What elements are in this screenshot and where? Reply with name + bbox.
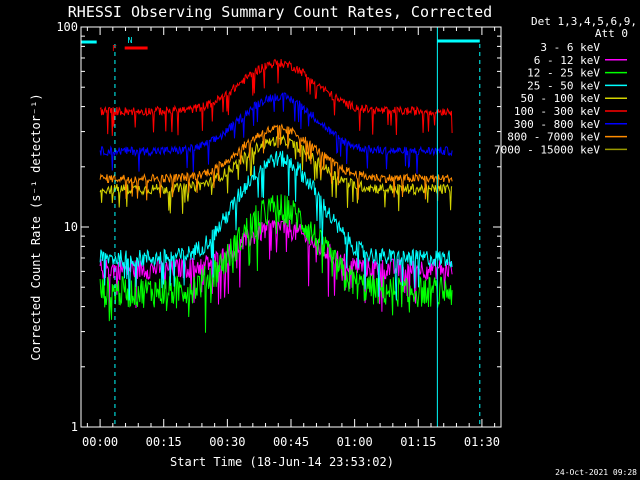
y-tick-label: 10 — [64, 220, 78, 234]
legend-entry-label: 3 - 6 keV — [540, 41, 600, 54]
x-axis-label: Start Time (18-Jun-14 23:53:02) — [170, 455, 394, 469]
marker-label-f: F — [112, 44, 117, 53]
x-tick-label: 00:15 — [146, 435, 182, 449]
x-tick-label: 00:45 — [273, 435, 309, 449]
legend-entry-label: 800 - 7000 keV — [507, 131, 600, 144]
legend-header-attenuator: Att 0 — [595, 27, 628, 40]
series-line-6 — [99, 92, 453, 174]
series-line-7 — [99, 123, 453, 202]
series-line-5 — [99, 58, 453, 136]
series-layer — [99, 58, 453, 400]
x-tick-label: 01:30 — [464, 435, 500, 449]
marker-label-n: N — [128, 36, 133, 45]
legend-header-detectors: Det 1,3,4,5,6,9, — [531, 15, 637, 28]
legend-entry-label: 100 - 300 keV — [514, 105, 600, 118]
x-tick-label: 01:00 — [337, 435, 373, 449]
y-tick-label: 100 — [56, 20, 78, 34]
y-axis-label: Corrected Count Rate (s⁻¹ detector⁻¹) — [29, 93, 43, 360]
legend-entry-label: 6 - 12 keV — [534, 54, 601, 67]
series-line-1 — [99, 217, 453, 312]
legend-entry-label: 12 - 25 keV — [527, 67, 600, 80]
legend-entry-label: 7000 - 15000 keV — [494, 143, 600, 156]
legend-entry-label: 300 - 800 keV — [514, 118, 600, 131]
y-tick-label: 1 — [71, 420, 78, 434]
series-line-3 — [99, 150, 453, 301]
x-tick-label: 01:15 — [400, 435, 436, 449]
series-line-2 — [99, 194, 453, 333]
footer-date: 24-Oct-2021 09:28 — [555, 468, 637, 477]
legend-entry-label: 50 - 100 keV — [521, 92, 601, 105]
chart-title: RHESSI Observing Summary Count Rates, Co… — [68, 3, 492, 21]
axes: 00:00 00:15 00:30 00:45 01:00 01:15 01:30 1 10 10… — [56, 20, 501, 449]
x-tick-label: 00:00 — [82, 435, 118, 449]
legend-entry-label: 25 - 50 keV — [527, 79, 600, 92]
x-tick-label: 00:30 — [209, 435, 245, 449]
